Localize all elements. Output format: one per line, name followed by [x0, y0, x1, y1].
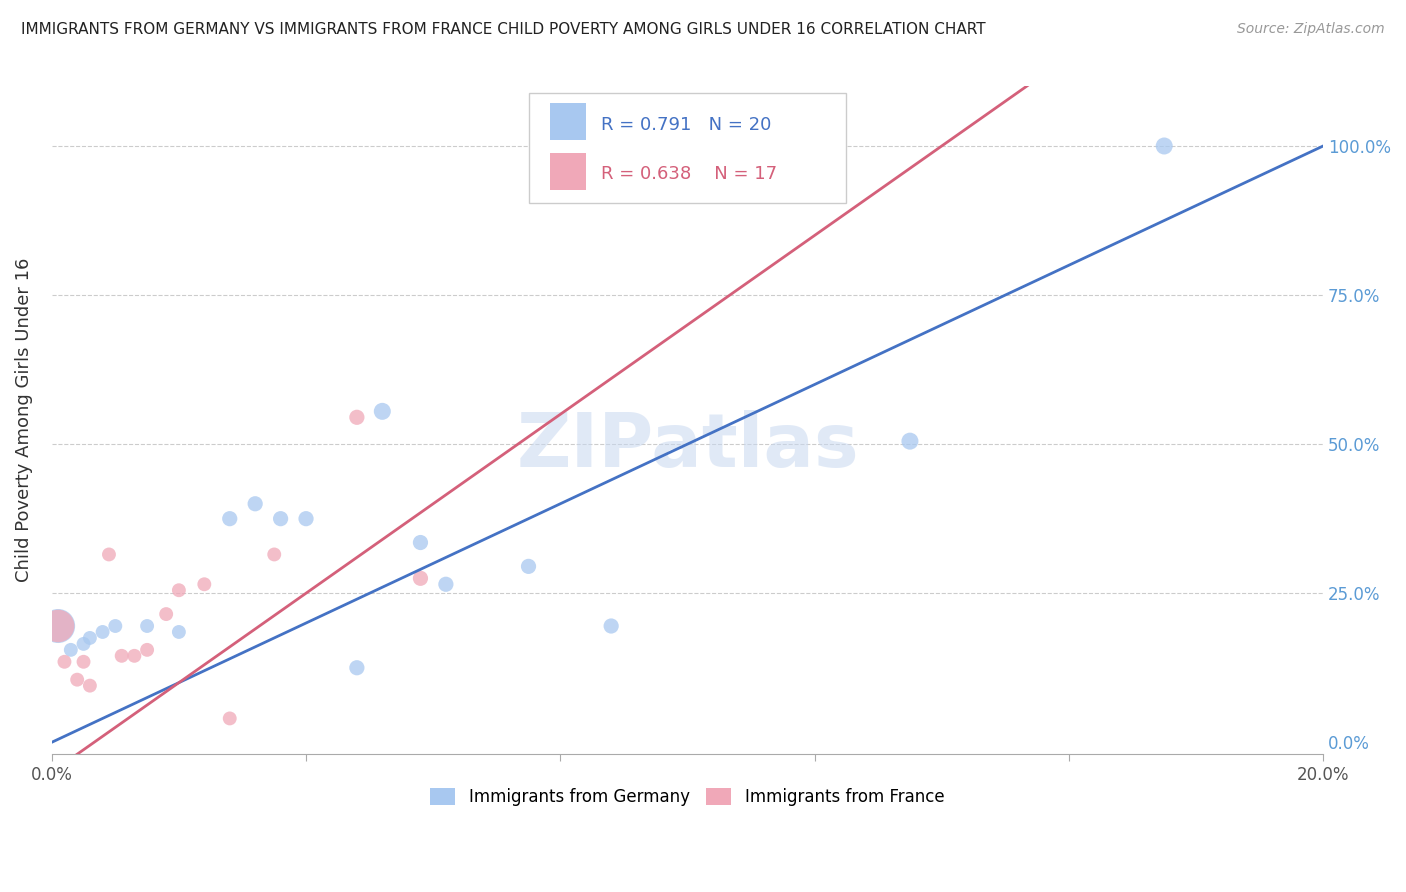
- Point: [167, 583, 190, 598]
- Point: [53, 655, 76, 669]
- Point: [600, 619, 623, 633]
- Point: [46, 619, 69, 633]
- FancyBboxPatch shape: [529, 93, 846, 203]
- Point: [193, 577, 215, 591]
- Point: [111, 648, 134, 663]
- Text: R = 0.791   N = 20: R = 0.791 N = 20: [600, 116, 772, 135]
- Point: [346, 410, 368, 425]
- Point: [136, 619, 159, 633]
- Point: [1153, 139, 1175, 153]
- Text: R = 0.638    N = 17: R = 0.638 N = 17: [600, 165, 778, 183]
- Point: [270, 511, 292, 525]
- Point: [136, 643, 159, 657]
- Point: [434, 577, 457, 591]
- FancyBboxPatch shape: [550, 103, 586, 140]
- FancyBboxPatch shape: [550, 153, 586, 189]
- Point: [243, 497, 266, 511]
- Point: [218, 711, 240, 725]
- Point: [59, 643, 82, 657]
- Point: [409, 571, 432, 585]
- Point: [66, 673, 89, 687]
- Point: [517, 559, 540, 574]
- Text: Source: ZipAtlas.com: Source: ZipAtlas.com: [1237, 22, 1385, 37]
- Point: [72, 637, 94, 651]
- Text: ZIPatlas: ZIPatlas: [516, 410, 859, 483]
- Point: [104, 619, 127, 633]
- Point: [613, 127, 636, 141]
- Point: [46, 619, 69, 633]
- Point: [97, 548, 120, 562]
- Point: [409, 535, 432, 549]
- Point: [79, 679, 101, 693]
- Point: [155, 607, 177, 621]
- Text: IMMIGRANTS FROM GERMANY VS IMMIGRANTS FROM FRANCE CHILD POVERTY AMONG GIRLS UNDE: IMMIGRANTS FROM GERMANY VS IMMIGRANTS FR…: [21, 22, 986, 37]
- Point: [72, 655, 94, 669]
- Point: [346, 661, 368, 675]
- Point: [898, 434, 921, 449]
- Legend: Immigrants from Germany, Immigrants from France: Immigrants from Germany, Immigrants from…: [423, 781, 950, 813]
- Point: [79, 631, 101, 645]
- Point: [371, 404, 394, 418]
- Point: [218, 511, 240, 525]
- Point: [295, 511, 318, 525]
- Point: [124, 648, 146, 663]
- Point: [167, 624, 190, 639]
- Y-axis label: Child Poverty Among Girls Under 16: Child Poverty Among Girls Under 16: [15, 258, 32, 582]
- Point: [263, 548, 285, 562]
- Point: [91, 624, 114, 639]
